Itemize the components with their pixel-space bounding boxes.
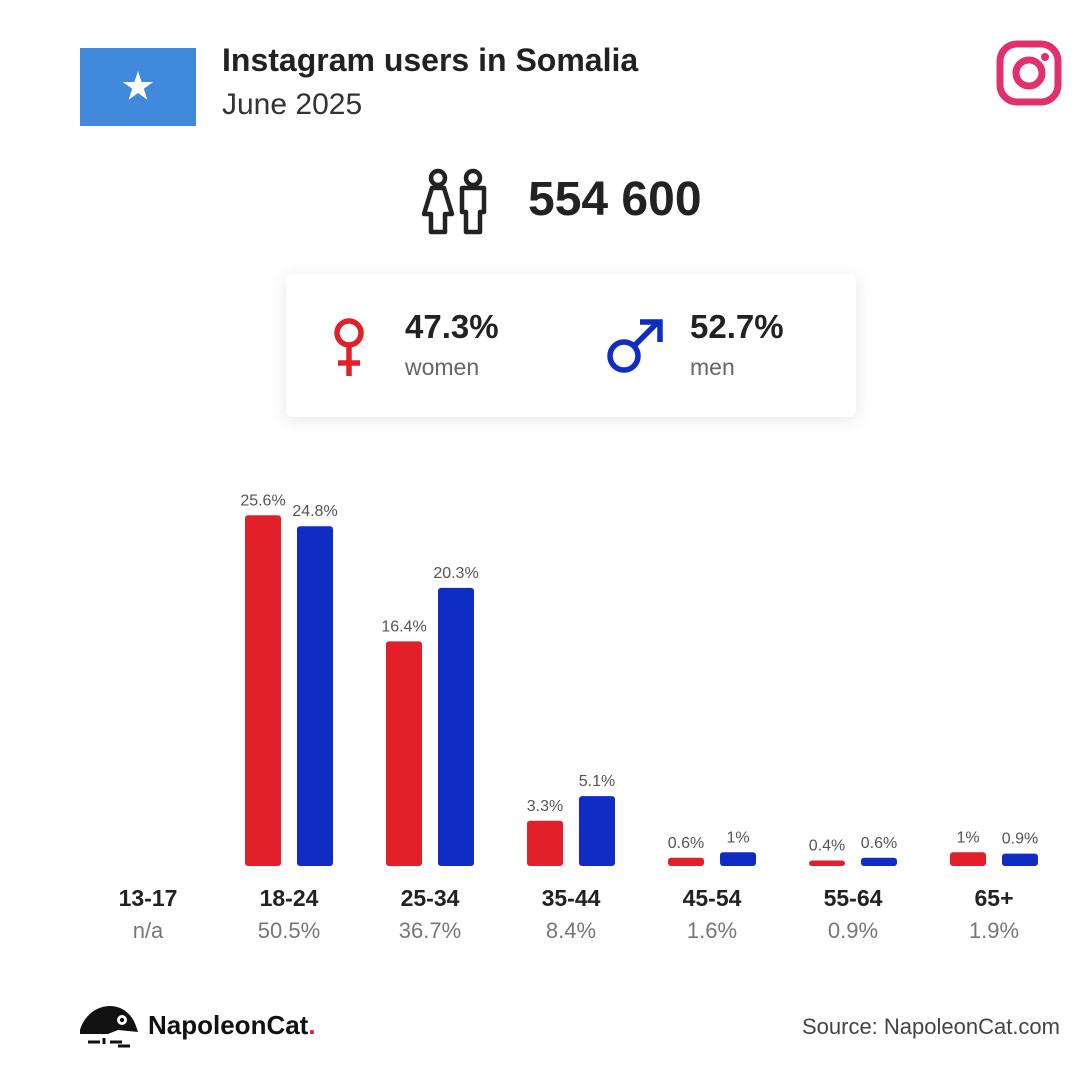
somalia-flag-icon — [80, 48, 196, 126]
page-subtitle: June 2025 — [222, 88, 363, 121]
total-users-value: 554 600 — [528, 173, 702, 226]
bar-women-55-64 — [809, 860, 845, 866]
category-label-25-34: 25-34 — [401, 885, 460, 911]
bar-label-men-45-54: 1% — [726, 829, 749, 846]
category-total-45-54: 1.6% — [687, 918, 737, 943]
brand-dot: . — [308, 1010, 316, 1040]
bar-women-65+ — [950, 852, 986, 866]
female-symbol-icon — [332, 318, 366, 383]
source-text: Source: NapoleonCat.com — [801, 1014, 1060, 1039]
age-gender-bar-chart: 13-17 n/a 25.6% 24.8% 18-24 50.5% 16.4% 20.3% 25… — [119, 492, 1039, 943]
men-percent: 52.7% — [690, 308, 784, 345]
bar-label-women-55-64: 0.4% — [809, 838, 845, 855]
men-label: men — [690, 354, 735, 380]
napoleoncat-logo-icon — [78, 1000, 140, 1050]
bar-label-men-18-24: 24.8% — [292, 503, 337, 520]
brand-name: NapoleonCat. — [148, 1010, 316, 1041]
gender-split-card: 47.3% women 52.7% men — [286, 274, 856, 417]
bar-women-25-34 — [386, 641, 422, 866]
women-percent: 47.3% — [405, 308, 499, 345]
category-label-18-24: 18-24 — [260, 885, 319, 911]
category-total-55-64: 0.9% — [828, 918, 878, 943]
bar-men-45-54 — [720, 852, 756, 866]
people-icon — [418, 166, 494, 238]
bar-men-55-64 — [861, 857, 897, 866]
women-label: women — [405, 354, 480, 380]
bar-label-women-45-54: 0.6% — [668, 835, 704, 852]
category-label-65+: 65+ — [974, 885, 1013, 911]
bar-label-women-65+: 1% — [956, 829, 979, 846]
bar-label-men-25-34: 20.3% — [433, 565, 478, 582]
bar-label-women-25-34: 16.4% — [381, 618, 426, 635]
bar-label-men-35-44: 5.1% — [579, 773, 615, 790]
category-label-55-64: 55-64 — [824, 885, 883, 911]
category-total-35-44: 8.4% — [546, 918, 596, 943]
category-label-13-17: 13-17 — [119, 885, 178, 911]
bar-men-35-44 — [579, 796, 615, 866]
instagram-icon — [996, 40, 1062, 106]
bar-label-men-65+: 0.9% — [1002, 831, 1038, 848]
bar-label-women-35-44: 3.3% — [527, 798, 563, 815]
bar-men-18-24 — [297, 526, 333, 866]
bar-women-45-54 — [668, 857, 704, 866]
category-total-13-17: n/a — [133, 918, 164, 943]
category-total-18-24: 50.5% — [258, 918, 320, 943]
category-total-25-34: 36.7% — [399, 918, 461, 943]
male-symbol-icon — [606, 318, 666, 379]
bar-women-18-24 — [245, 515, 281, 866]
bar-label-women-18-24: 25.6% — [240, 492, 285, 509]
category-label-45-54: 45-54 — [683, 885, 742, 911]
brand-text: NapoleonCat — [148, 1010, 309, 1040]
category-label-35-44: 35-44 — [542, 885, 601, 911]
category-total-65+: 1.9% — [969, 918, 1019, 943]
bar-men-25-34 — [438, 587, 474, 866]
bar-label-men-55-64: 0.6% — [861, 835, 897, 852]
bar-men-65+ — [1002, 853, 1038, 866]
bar-women-35-44 — [527, 820, 563, 866]
page-title: Instagram users in Somalia — [222, 42, 639, 78]
